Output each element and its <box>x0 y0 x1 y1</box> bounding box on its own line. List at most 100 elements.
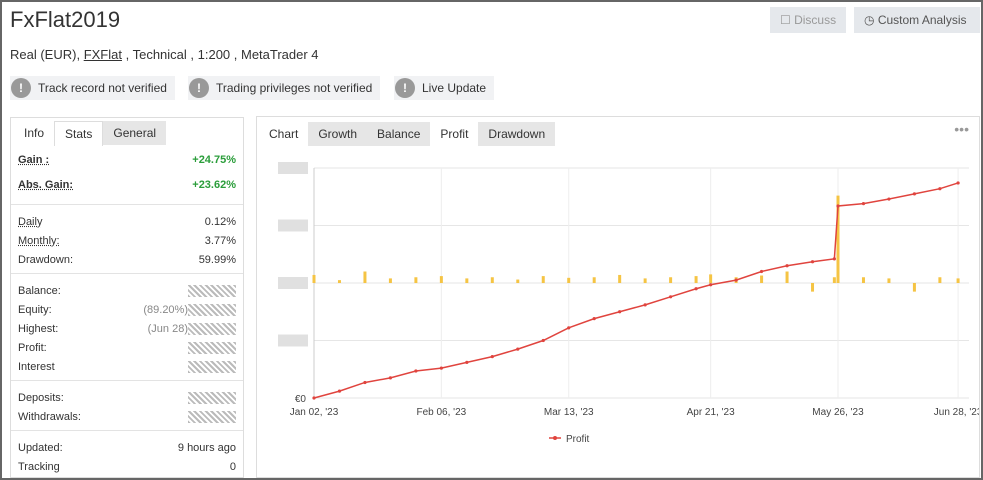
bar <box>887 278 891 283</box>
point <box>759 269 764 274</box>
tab[interactable]: Info <box>14 121 55 145</box>
tab[interactable]: General <box>103 121 167 145</box>
account-info: Real (EUR), FXFlat , Technical , 1:200 ,… <box>10 47 319 62</box>
redacted-tick-label <box>278 162 308 174</box>
stat-label: Updated: <box>18 442 63 454</box>
point <box>337 389 342 393</box>
bar <box>643 278 647 283</box>
stat-label: Highest: <box>18 323 59 335</box>
point <box>956 181 960 185</box>
badge-text: Trading privileges not verified <box>216 81 373 95</box>
button-label: Custom Analysis <box>877 13 967 27</box>
tab[interactable]: Chart <box>259 122 309 146</box>
stat-value-text: 0.12% <box>204 216 236 228</box>
point <box>832 257 836 261</box>
point <box>567 326 571 330</box>
point <box>887 197 891 201</box>
badge-text: Live Update <box>422 81 487 95</box>
bar <box>541 276 545 283</box>
point <box>541 338 545 343</box>
stat-value-text: 59.99% <box>198 254 236 266</box>
stat-value: 0.12% <box>205 216 236 228</box>
point <box>912 192 917 196</box>
discuss-button[interactable]: ☐ Discuss <box>770 7 847 33</box>
badge: ! Live Update <box>394 76 495 100</box>
bar <box>912 283 916 292</box>
point <box>734 278 738 282</box>
redacted-tick-label <box>278 277 308 289</box>
line-series <box>313 182 959 399</box>
point <box>785 264 789 268</box>
stat-value: (Jun 28) <box>147 323 236 336</box>
stat-value: +24.75% <box>192 154 236 166</box>
x-tick-label: Apr 21, '23 <box>687 407 735 418</box>
stat-value <box>188 411 236 424</box>
stat-label: Abs. Gain: <box>18 179 74 191</box>
bar <box>785 271 789 283</box>
divider <box>11 430 243 431</box>
tab[interactable]: Drawdown <box>478 122 556 146</box>
stat-value-text: (Jun 28) <box>147 323 188 335</box>
stat-label: Monthly: <box>18 235 60 247</box>
point <box>643 303 647 307</box>
redacted-value <box>188 285 236 298</box>
tab[interactable]: Balance <box>367 122 431 146</box>
x-tick-label: May 26, '23 <box>812 407 864 418</box>
stat-row: Tracking 0 <box>18 461 236 473</box>
stat-value <box>188 285 236 298</box>
stat-value-text: 9 hours ago <box>177 442 236 454</box>
redacted-tick-label <box>278 334 308 347</box>
stat-label: Withdrawals: <box>18 411 81 423</box>
stat-label: Balance: <box>18 285 61 297</box>
divider <box>11 380 243 381</box>
divider <box>11 204 243 205</box>
stat-value-text: 0 <box>229 461 236 473</box>
bar <box>312 274 316 283</box>
badge-text: Track record not verified <box>38 81 167 95</box>
stat-value-text: +24.75% <box>192 154 236 166</box>
bar <box>363 271 367 283</box>
account-suffix: , Technical , 1:200 , MetaTrader 4 <box>121 47 319 62</box>
bar <box>465 278 469 283</box>
stat-row: Profit: <box>18 342 236 355</box>
point <box>618 310 622 314</box>
bar <box>694 276 698 283</box>
tab[interactable]: Growth <box>308 122 368 146</box>
bar <box>592 277 596 283</box>
stat-row: Equity: (89.20%) <box>18 304 236 317</box>
tab[interactable]: Profit <box>430 122 479 146</box>
point <box>694 287 698 291</box>
title: FxFlat2019 <box>10 7 121 32</box>
redacted-value <box>188 342 236 355</box>
custom-analysis-button[interactable]: ◷ Custom Analysis <box>854 7 980 33</box>
redacted-value <box>188 304 236 317</box>
broker-link[interactable]: FXFlat <box>83 47 122 62</box>
stat-label: Profit: <box>18 342 47 354</box>
bar <box>439 276 443 283</box>
point <box>669 295 673 299</box>
stat-value-text: +23.62% <box>192 179 236 191</box>
stat-value <box>188 392 236 405</box>
bar <box>388 278 392 283</box>
point <box>861 202 866 206</box>
x-tick-label: Feb 06, '23 <box>416 407 466 418</box>
point <box>516 347 520 351</box>
x-tick-label: Jun 28, '23 <box>934 407 979 418</box>
point <box>592 317 596 321</box>
badge: ! Track record not verified <box>10 76 175 100</box>
redacted-tick-label <box>278 219 308 232</box>
tab[interactable]: Stats <box>54 121 104 146</box>
bar <box>938 277 942 283</box>
chart-panel: Chart Growth Balance Profit Drawdown •••… <box>256 116 980 478</box>
bar <box>516 279 520 283</box>
point <box>363 380 367 385</box>
redacted-value <box>188 411 236 424</box>
stat-row: Drawdown: 59.99% <box>18 254 236 266</box>
menu-icon[interactable]: ••• <box>954 121 969 137</box>
stat-value: 9 hours ago <box>178 442 236 454</box>
bar <box>490 277 494 283</box>
stat-row: Highest: (Jun 28) <box>18 323 236 336</box>
stat-row: Monthly: 3.77% <box>18 235 236 247</box>
bar <box>567 277 571 283</box>
